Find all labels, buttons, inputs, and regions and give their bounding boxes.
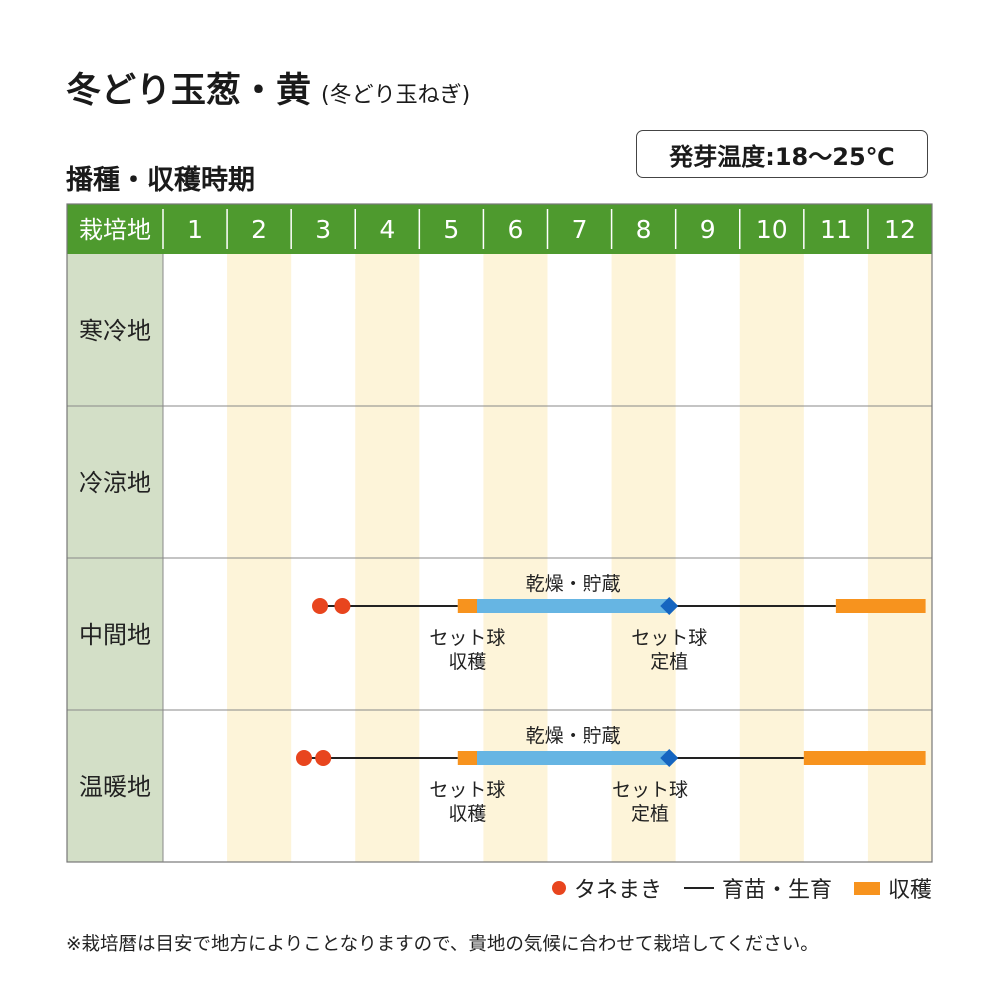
planting-diamond-icon: [660, 749, 679, 767]
planting-diamond-icon: [660, 597, 679, 615]
month-label: 11: [820, 215, 852, 244]
sowing-dot-icon: [551, 881, 566, 895]
section-title: 播種・収穫時期: [66, 165, 255, 196]
grid-border: [66, 203, 933, 863]
legend-growing-label: 育苗・生育: [721, 878, 832, 903]
page-title: 冬どり玉葱・黄 (冬どり玉ねぎ): [66, 62, 470, 113]
month-label: 4: [379, 215, 395, 244]
harvest-bar-icon: [853, 881, 880, 895]
legend-growing: 育苗・生育: [683, 872, 832, 904]
event-note-label: セット球: [612, 779, 688, 801]
month-label: 2: [251, 215, 267, 244]
sowing-dot-icon: [315, 750, 332, 766]
sowing-dot-icon: [334, 598, 351, 614]
region-label: 寒冷地: [79, 317, 151, 345]
harvest-bar: [835, 599, 926, 613]
footnote: ※栽培暦は目安で地方によりことなりますので、貴地の気候に合わせて栽培してください…: [66, 934, 819, 955]
month-label: 1: [187, 215, 203, 244]
event-note-label: 定植: [650, 651, 688, 673]
header-band: [67, 204, 932, 254]
sowing-dot-icon: [312, 598, 329, 614]
harvest-bar: [803, 751, 926, 765]
region-label: 中間地: [79, 621, 151, 649]
legend-sowing-label: タネまき: [573, 878, 662, 903]
sowing-dot-icon: [295, 750, 312, 766]
month-label: 5: [443, 215, 459, 244]
region-label: 温暖地: [79, 773, 151, 801]
legend: タネまき 育苗・生育 収穫: [551, 872, 932, 904]
storage-label: 乾燥・貯蔵: [526, 725, 621, 747]
storage-bar: [477, 599, 670, 613]
header-label: 栽培地: [79, 216, 151, 244]
event-note-label: セット球: [631, 627, 707, 649]
month-label: 12: [884, 215, 916, 244]
month-label: 7: [572, 215, 588, 244]
event-note-label: 定植: [631, 803, 669, 825]
harvest-bar: [457, 751, 478, 765]
subtitle-text: (冬どり玉ねぎ): [321, 83, 471, 108]
title-text: 冬どり玉葱・黄: [66, 71, 312, 111]
legend-sowing: タネまき: [551, 872, 662, 904]
harvest-bar: [457, 599, 478, 613]
legend-harvest-label: 収穫: [887, 878, 932, 903]
growth-line-icon: [683, 887, 714, 889]
event-note-label: 収穫: [448, 803, 486, 825]
event-note-label: セット球: [429, 627, 505, 649]
month-label: 8: [636, 215, 652, 244]
month-label: 6: [508, 215, 524, 244]
month-label: 3: [315, 215, 331, 244]
month-label: 9: [700, 215, 716, 244]
germination-temperature-badge: 発芽温度:18～25℃: [636, 130, 928, 178]
legend-harvest: 収穫: [853, 872, 932, 904]
event-note-label: セット球: [429, 779, 505, 801]
event-note-label: 収穫: [448, 651, 486, 673]
region-label: 冷涼地: [79, 469, 151, 497]
storage-label: 乾燥・貯蔵: [526, 573, 621, 595]
month-label: 10: [756, 215, 788, 244]
storage-bar: [477, 751, 670, 765]
